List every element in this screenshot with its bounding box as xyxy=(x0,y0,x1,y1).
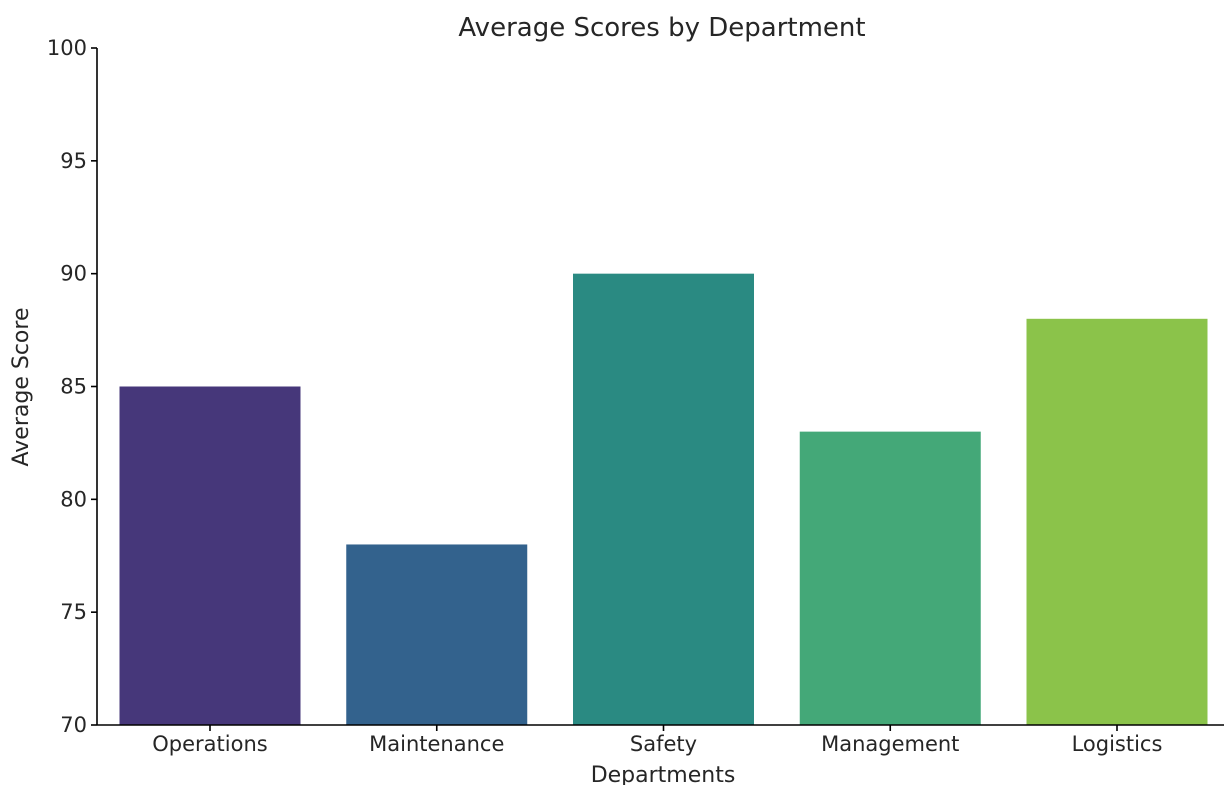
x-tick-label: Management xyxy=(821,732,959,756)
chart-title: Average Scores by Department xyxy=(458,13,865,43)
y-tick-label: 100 xyxy=(47,36,87,60)
y-axis-ticks: 70 75 80 85 90 95 100 xyxy=(47,36,97,737)
y-tick-label: 95 xyxy=(60,149,87,173)
y-tick-label: 90 xyxy=(60,262,87,286)
bar-operations xyxy=(119,386,301,725)
bars-layer xyxy=(119,273,1208,725)
y-axis-label: Average Score xyxy=(9,308,34,467)
y-tick-label: 85 xyxy=(60,375,87,399)
bar-safety xyxy=(573,273,754,725)
bar-maintenance xyxy=(346,544,528,725)
x-tick-label: Safety xyxy=(630,732,697,756)
y-tick-label: 70 xyxy=(60,713,87,737)
x-tick-label: Operations xyxy=(152,732,267,756)
x-tick-label: Maintenance xyxy=(369,732,504,756)
y-tick-label: 75 xyxy=(60,600,87,624)
x-axis-ticks: Operations Maintenance Safety Management Log… xyxy=(152,725,1162,756)
bar-logistics xyxy=(1026,318,1208,725)
x-tick-label: Logistics xyxy=(1072,732,1163,756)
x-axis-label: Departments xyxy=(591,763,736,785)
bar-management xyxy=(799,431,981,725)
y-tick-label: 80 xyxy=(60,487,87,511)
